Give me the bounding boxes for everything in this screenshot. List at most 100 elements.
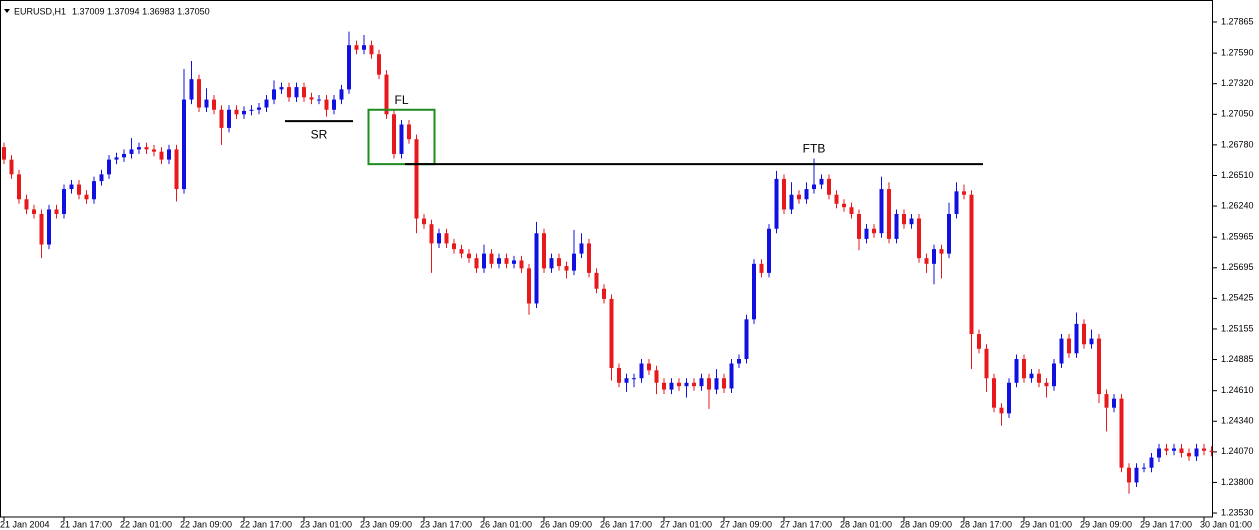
candle-body [249, 109, 254, 111]
symbol: EURUSD,H1 [14, 6, 66, 16]
candle-body [137, 147, 141, 150]
candle-body [1097, 338, 1101, 395]
candle-body [632, 378, 636, 380]
x-tick-label: 28 Jan 09:00 [900, 519, 952, 529]
candle-body [557, 258, 561, 267]
candle-body [1134, 467, 1139, 483]
candle-body [482, 253, 486, 269]
candle-body [279, 87, 284, 90]
candle-body [1044, 382, 1049, 387]
candle-body [384, 74, 389, 115]
candle-body [962, 191, 966, 195]
candle-body [812, 184, 816, 190]
candle-body [564, 266, 569, 271]
candle-body [857, 213, 861, 239]
candle-body [1074, 323, 1079, 354]
candle-body [122, 153, 126, 158]
candle-body [789, 194, 794, 210]
candle-body [842, 203, 846, 208]
candle-body [9, 159, 14, 175]
candle-body [474, 258, 479, 269]
candle-body [707, 378, 711, 390]
menu-arrow[interactable] [4, 9, 10, 13]
y-tick-label: 1.27320 [1221, 78, 1254, 88]
candle-body [737, 358, 741, 364]
quote: 1.37009 1.37094 1.36983 1.37050 [72, 6, 210, 16]
candle-body [887, 189, 891, 239]
candle-body [17, 174, 21, 200]
candle-body [1067, 338, 1071, 354]
candle-body [1104, 394, 1109, 408]
candle-body [2, 147, 6, 160]
candle-body [879, 189, 884, 234]
candle-body [107, 159, 111, 175]
x-tick-label: 21 Jan 17:00 [60, 519, 112, 529]
candle-body [639, 363, 644, 379]
plot-frame [0, 0, 1213, 518]
candle-body [924, 258, 929, 264]
candle-body [47, 209, 51, 245]
candle-body [437, 233, 441, 244]
candle-body [272, 89, 276, 100]
candle-body [1112, 398, 1116, 408]
candle-body [264, 99, 269, 108]
candle-body [909, 218, 914, 225]
x-tick-label: 22 Jan 01:00 [120, 519, 172, 529]
candle-body [677, 382, 681, 387]
candle-body [497, 258, 501, 264]
candle-body [399, 124, 404, 154]
candle-body [504, 258, 509, 264]
candle-body [1179, 448, 1184, 453]
candles [2, 31, 1214, 494]
candle-body [1119, 398, 1124, 468]
candle-body [144, 147, 149, 150]
x-tick-label: 28 Jan 17:00 [960, 519, 1012, 529]
candle-body [167, 149, 171, 160]
candle-body [542, 233, 546, 269]
candle-body [992, 378, 996, 408]
candle-body [189, 79, 194, 100]
candle-body [294, 87, 299, 98]
candle-body [819, 178, 824, 185]
y-tick-label: 1.27865 [1221, 16, 1254, 26]
candle-body [1202, 448, 1206, 451]
candle-body [692, 382, 696, 387]
candle-body [407, 124, 411, 140]
candle-body [459, 249, 464, 254]
candle-body [392, 114, 396, 154]
candle-body [572, 253, 576, 271]
candle-body [197, 79, 201, 108]
candle-body [347, 45, 351, 90]
y-tick-label: 1.25425 [1221, 293, 1254, 303]
x-tick-label: 26 Jan 17:00 [600, 519, 652, 529]
candle-body [662, 382, 666, 390]
y-tick-label: 1.27590 [1221, 48, 1254, 58]
candle-body [1022, 358, 1026, 379]
candle-body [782, 178, 786, 210]
candle-body [324, 99, 329, 110]
candle-body [302, 87, 306, 98]
candle-body [1037, 373, 1041, 383]
candle-body [609, 298, 614, 369]
candle-body [77, 184, 81, 195]
candle-body [729, 363, 734, 389]
x-tick-label: 27 Jan 01:00 [660, 519, 712, 529]
annotation-box [367, 108, 436, 166]
candle-body [1052, 363, 1056, 387]
candle-body [834, 194, 839, 204]
x-tick-label: 27 Jan 09:00 [720, 519, 772, 529]
candle-body [212, 99, 216, 110]
candle-body [1149, 457, 1154, 468]
candle-body [54, 209, 59, 214]
candle-body [647, 363, 651, 371]
candle-body [767, 228, 771, 273]
candle-body [467, 253, 471, 259]
candle-body [1194, 448, 1199, 457]
candle-body [84, 194, 89, 200]
y-tick-label: 1.25695 [1221, 262, 1254, 272]
candle-body [24, 199, 29, 210]
candle-body [684, 382, 689, 387]
candle-body [414, 139, 419, 219]
candle-body [129, 149, 134, 154]
